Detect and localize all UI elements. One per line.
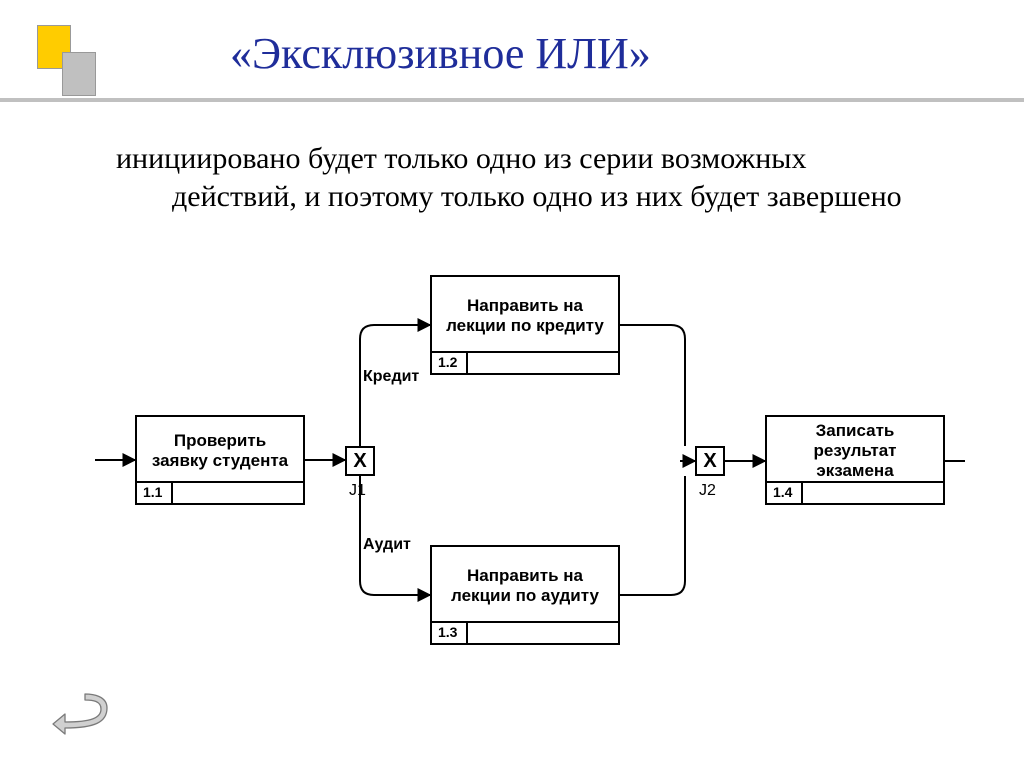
- slide-body-text: инициировано будет только одно из серии …: [116, 140, 916, 215]
- diagram-box-b3: Направить на лекции по аудиту1.3: [430, 545, 620, 645]
- diagram-box-label: Проверить заявку студента: [137, 417, 303, 485]
- diagram-box-number: 1.4: [767, 483, 803, 503]
- diagram-junction-j1: XJ1: [345, 446, 375, 476]
- diagram-box-number: 1.2: [432, 353, 468, 373]
- connector-c3a: [620, 325, 685, 446]
- diagram-box-b2: Направить на лекции по кредиту1.2: [430, 275, 620, 375]
- decor-hr: [0, 98, 1024, 102]
- diagram-box-b4: Записать результат экзамена1.4: [765, 415, 945, 505]
- connector-c3b: [620, 476, 685, 595]
- diagram-junction-label: J1: [349, 482, 366, 500]
- diagram-box-label: Направить на лекции по аудиту: [432, 547, 618, 625]
- diagram-junction-label: J2: [699, 482, 716, 500]
- diagram-junction-j2: XJ2: [695, 446, 725, 476]
- diagram-edge-label: Кредит: [363, 368, 419, 386]
- return-arrow-icon[interactable]: [45, 690, 115, 740]
- diagram-box-label: Записать результат экзамена: [767, 417, 943, 485]
- slide-title: «Эксклюзивное ИЛИ»: [230, 28, 651, 79]
- decor-gray-box: [62, 52, 96, 96]
- diagram-edge-label: Аудит: [363, 536, 411, 554]
- diagram-box-b1: Проверить заявку студента1.1: [135, 415, 305, 505]
- diagram-box-label: Направить на лекции по кредиту: [432, 277, 618, 355]
- diagram-box-number: 1.1: [137, 483, 173, 503]
- xor-diagram: Проверить заявку студента1.1 Направить на…: [95, 260, 965, 650]
- diagram-box-number: 1.3: [432, 623, 468, 643]
